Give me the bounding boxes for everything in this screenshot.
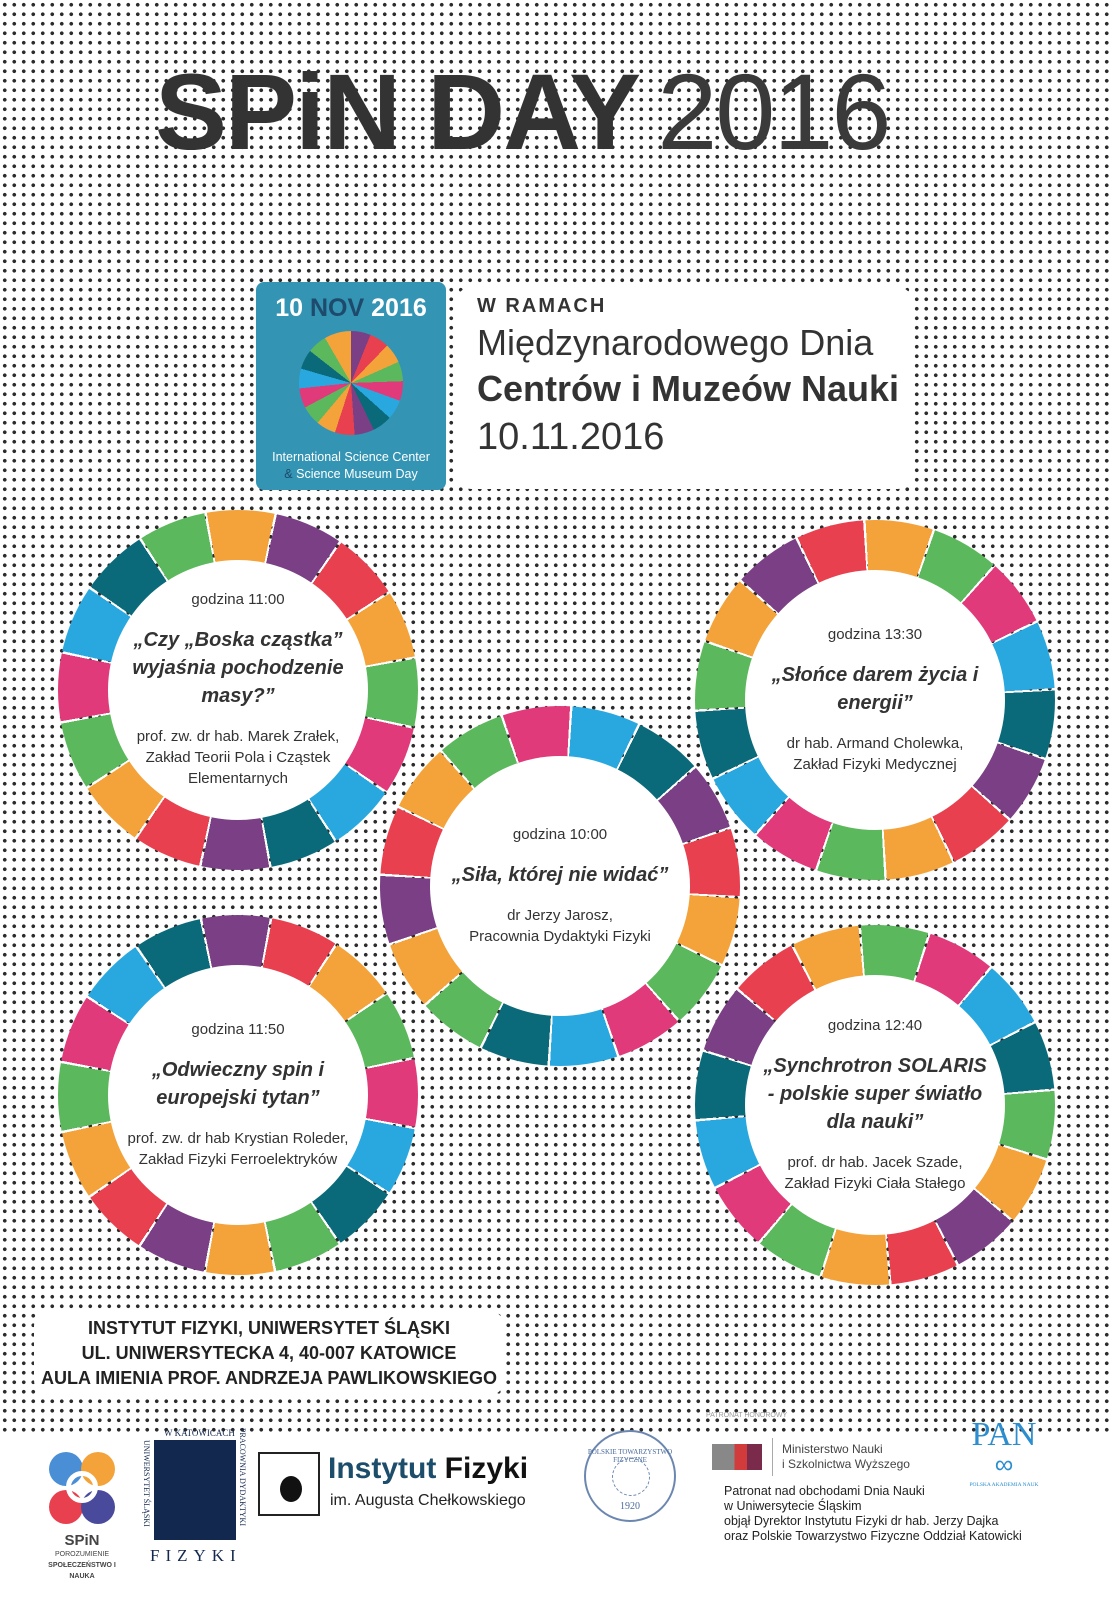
ministry-logo: Ministerstwo Nauki i Szkolnictwa Wyższego (712, 1438, 952, 1478)
talk-circle: godzina 11:50 „Odwieczny spin i europejsk… (58, 915, 418, 1275)
sponsor-logos: SPiN POROZUMIENIE SPOŁECZEŃSTWO I NAUKA W… (0, 1412, 1114, 1600)
instytut-fizyki-logo: Instytut Fizyki im. Augusta Chełkowskieg… (258, 1452, 558, 1520)
science-center-day-badge: 10 NOV 2016 International Science Center… (256, 282, 446, 490)
event-info-box: W RAMACH Międzynarodowego Dnia Centrów i… (457, 287, 912, 489)
tree-icon (154, 1440, 236, 1540)
talk-circle: godzina 11:00 „Czy „Boska cząstka” wyjaśn… (58, 510, 418, 870)
patronage-label: PATRONAT HONOROWY (706, 1412, 788, 1419)
pan-logo: PAN ∞ POLSKA AKADEMIA NAUK (969, 1416, 1039, 1488)
pracownia-dydaktyki-logo: W KATOWICACH UNIWERSYTET ŚLĄSKI PRACOWNI… (142, 1428, 247, 1565)
venue-address: INSTYTUT FIZYKI, UNIWERSYTET ŚLĄSKI UL. U… (34, 1310, 504, 1396)
atom-icon (258, 1452, 320, 1516)
talk-circle: godzina 12:40 „Synchrotron SOLARIS - pols… (695, 925, 1055, 1285)
talk-circle: godzina 13:30 „Słońce darem życia i energ… (695, 520, 1055, 880)
patronage-note: Patronat nad obchodami Dnia Nauki w Uniwe… (724, 1484, 1022, 1543)
poster-title: SPiN DAY 2016 (155, 51, 891, 172)
talk-circle: godzina 10:00 „Siła, której nie widać” dr … (380, 706, 740, 1066)
ptf-seal-logo: POLSKIE TOWARZYSTWO FIZYCZNE 1920 (584, 1430, 676, 1522)
spin-logo: SPiN POROZUMIENIE SPOŁECZEŃSTWO I NAUKA (42, 1452, 122, 1582)
color-wheel-logo (299, 331, 403, 435)
